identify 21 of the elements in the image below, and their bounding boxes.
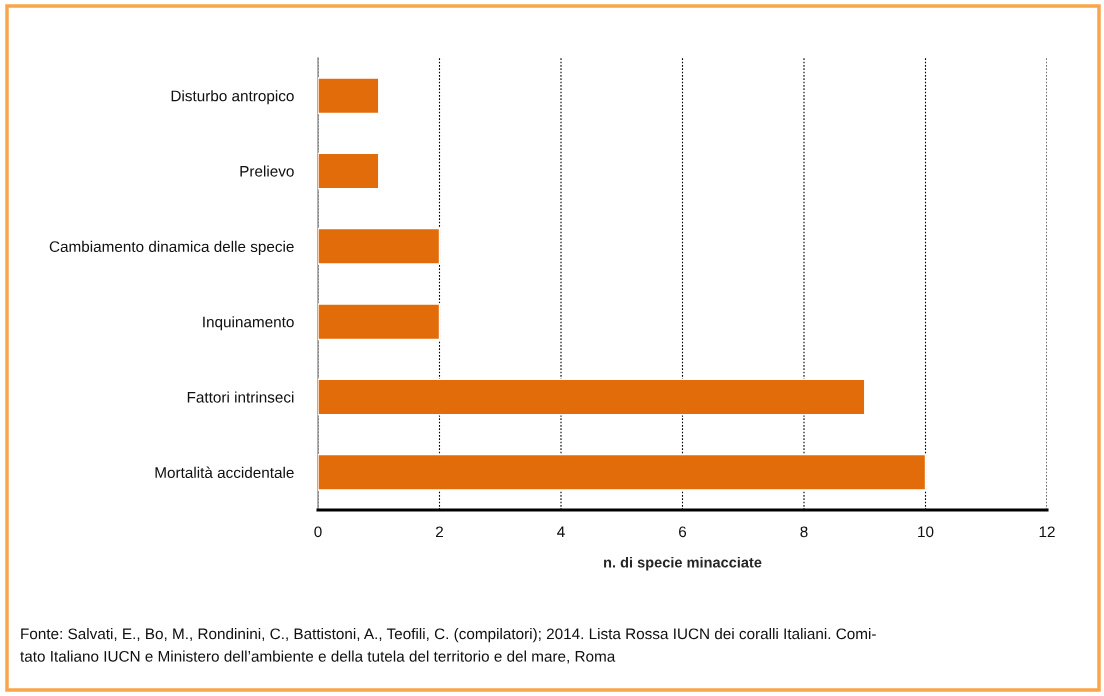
bar: [318, 152, 380, 190]
x-tick-label: 12: [1039, 526, 1055, 538]
x-tick-label: 2: [436, 526, 443, 538]
x-axis-title: n. di specie minacciate: [604, 556, 762, 571]
y-tick-label: Prelievo: [240, 165, 294, 177]
x-tick-label: 4: [557, 526, 565, 538]
x-tick-label: 8: [800, 526, 808, 538]
source-note: Fonte: Salvati, E., Bo, M., Rondinini, C., Battistoni, A., Teofili, C. (compilatori); 2014. Lista Rossa IUCN dei coralli Italiani. Comi- tato Italiano IUCN e Ministero dell’ambiente e della tutela del territorio e del mare, Roma: [20, 628, 876, 664]
x-tick-label: 10: [918, 526, 934, 538]
bar: [318, 378, 866, 416]
bar: [318, 227, 441, 265]
y-tick-label: Disturbo antropico: [171, 90, 294, 105]
y-tick-label: Inquinamento: [203, 316, 294, 331]
y-tick-label: Mortalità accidentale: [155, 466, 294, 479]
x-tick-label: 6: [679, 526, 687, 538]
x-tick-label: 0: [314, 526, 322, 538]
y-tick-label: Fattori intrinseci: [187, 391, 294, 403]
y-tick-label: Cambiamento dinamica delle specie: [49, 240, 294, 256]
bar: [318, 453, 927, 491]
bar: [318, 77, 380, 115]
bar: [318, 303, 441, 341]
